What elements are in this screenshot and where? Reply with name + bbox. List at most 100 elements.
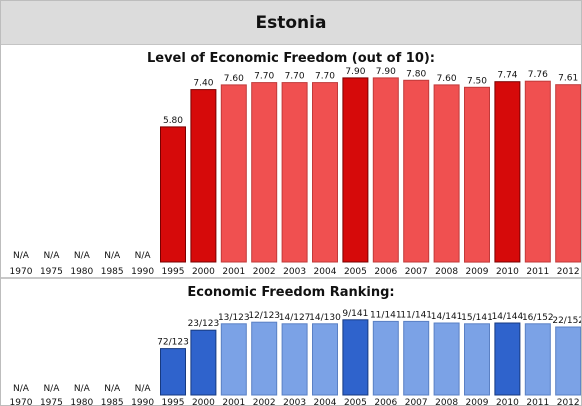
freedom-ranking-tick-label-2006: 2006: [374, 398, 397, 405]
freedom-level-tick-label-1995: 1995: [162, 267, 185, 277]
freedom-level-value-label-2007: 7.80: [406, 69, 426, 79]
freedom-ranking-value-label-1980: N/A: [74, 384, 91, 394]
freedom-level-tick-label-2005: 2005: [344, 267, 367, 277]
freedom-level-bar-2001: [220, 84, 247, 263]
freedom-ranking-tick-label-2009: 2009: [466, 398, 489, 405]
freedom-level-value-label-2011: 7.76: [528, 70, 548, 80]
freedom-ranking-bar-2005: [342, 319, 369, 396]
freedom-level-bar-2003: [281, 82, 308, 263]
freedom-level-value-label-2005: 7.90: [345, 67, 365, 77]
freedom-level-tick-label-1970: 1970: [10, 267, 33, 277]
freedom-ranking-value-label-2000: 23/123: [188, 319, 220, 329]
freedom-level-value-label-2008: 7.60: [437, 74, 457, 84]
freedom-level-value-label-2000: 7.40: [193, 79, 213, 89]
freedom-level-tick-label-1985: 1985: [101, 267, 124, 277]
freedom-level-value-label-2001: 7.60: [224, 74, 244, 84]
freedom-ranking-tick-label-1970: 1970: [10, 398, 33, 405]
freedom-ranking-bar-2001: [220, 323, 247, 396]
freedom-level-tick-label-2006: 2006: [374, 267, 397, 277]
freedom-level-value-label-1990: N/A: [135, 251, 152, 261]
freedom-level-bar-2006: [372, 77, 399, 263]
freedom-level-tick-label-1975: 1975: [40, 267, 63, 277]
freedom-ranking-value-label-1985: N/A: [104, 384, 121, 394]
freedom-level-value-label-1995: 5.80: [163, 116, 183, 126]
freedom-ranking-value-label-2009: 15/141: [461, 313, 493, 323]
freedom-ranking-tick-label-2003: 2003: [283, 398, 306, 405]
freedom-ranking-tick-label-2012: 2012: [557, 398, 580, 405]
country-title: Estonia: [1, 1, 581, 45]
freedom-ranking-bar-2000: [190, 329, 217, 396]
freedom-ranking-value-label-2007: 11/141: [400, 310, 432, 320]
freedom-level-bar-2009: [464, 86, 490, 263]
freedom-ranking-tick-label-1980: 1980: [70, 398, 93, 405]
freedom-ranking-bar-2003: [281, 323, 308, 396]
freedom-ranking-tick-label-1995: 1995: [162, 398, 185, 405]
freedom-ranking-tick-label-2011: 2011: [526, 398, 549, 405]
freedom-ranking-tick-label-2004: 2004: [314, 398, 337, 405]
freedom-ranking-value-label-1995: 72/123: [157, 338, 189, 348]
freedom-level-bar-2008: [433, 84, 460, 263]
freedom-level-value-label-1980: N/A: [74, 251, 91, 261]
freedom-ranking-bar-2010: [494, 322, 521, 396]
freedom-ranking-value-label-2003: 14/127: [279, 313, 311, 323]
freedom-ranking-tick-label-1990: 1990: [131, 398, 154, 405]
freedom-level-bar-2005: [342, 77, 369, 263]
freedom-ranking-tick-label-2008: 2008: [435, 398, 458, 405]
freedom-ranking-value-label-2011: 16/152: [522, 313, 554, 323]
freedom-level-value-label-1975: N/A: [43, 251, 60, 261]
freedom-ranking-tick-label-2005: 2005: [344, 398, 367, 405]
freedom-ranking-value-label-1970: N/A: [13, 384, 30, 394]
freedom-ranking-bar-2006: [372, 320, 399, 396]
freedom-ranking-bar-2002: [251, 321, 278, 396]
freedom-level-tick-label-2003: 2003: [283, 267, 306, 277]
freedom-level-tick-label-2001: 2001: [222, 267, 245, 277]
freedom-level-tick-label-2007: 2007: [405, 267, 428, 277]
freedom-ranking-value-label-2006: 11/141: [370, 310, 402, 320]
freedom-ranking-tick-label-2001: 2001: [222, 398, 245, 405]
freedom-ranking-tick-label-2007: 2007: [405, 398, 428, 405]
freedom-level-bar-2002: [251, 82, 278, 263]
freedom-level-value-label-2004: 7.70: [315, 72, 335, 82]
freedom-ranking-bar-2008: [433, 322, 460, 396]
freedom-ranking-tick-label-1975: 1975: [40, 398, 63, 405]
freedom-ranking-bar-1995: [160, 348, 186, 396]
freedom-level-value-label-2003: 7.70: [285, 72, 305, 82]
freedom-level-value-label-1970: N/A: [13, 251, 30, 261]
freedom-level-bar-2010: [494, 81, 521, 263]
freedom-level-value-label-1985: N/A: [104, 251, 121, 261]
freedom-ranking-value-label-2002: 12/123: [248, 311, 280, 321]
freedom-level-tick-label-2004: 2004: [314, 267, 337, 277]
freedom-level-value-label-2006: 7.90: [376, 67, 396, 77]
freedom-ranking-bar-2007: [403, 320, 430, 396]
freedom-ranking-tick-label-2002: 2002: [253, 398, 276, 405]
freedom-level-tick-label-2012: 2012: [557, 267, 580, 277]
freedom-ranking-value-label-2005: 9/141: [342, 309, 368, 319]
freedom-level-tick-label-1990: 1990: [131, 267, 154, 277]
freedom-ranking-value-label-1975: N/A: [43, 384, 60, 394]
freedom-ranking-value-label-2012: 22/152: [552, 316, 581, 326]
freedom-level-bar-2004: [312, 82, 338, 263]
freedom-level-bar-2012: [555, 84, 581, 263]
freedom-ranking-tick-label-2010: 2010: [496, 398, 519, 405]
freedom-level-tick-label-1980: 1980: [70, 267, 93, 277]
freedom-level-bar-1995: [160, 126, 186, 263]
freedom-ranking-value-label-2004: 14/130: [309, 313, 341, 323]
freedom-level-tick-label-2010: 2010: [496, 267, 519, 277]
freedom-level-value-label-2010: 7.74: [497, 71, 517, 81]
chart-divider: [1, 277, 581, 279]
freedom-level-title: Level of Economic Freedom (out of 10):: [146, 51, 436, 66]
freedom-ranking-tick-label-2000: 2000: [192, 398, 215, 405]
freedom-level-tick-label-2009: 2009: [466, 267, 489, 277]
freedom-level-bar-2000: [190, 89, 217, 263]
freedom-level-tick-label-2000: 2000: [192, 267, 215, 277]
freedom-ranking-bar-2011: [524, 323, 551, 396]
freedom-level-value-label-2012: 7.61: [558, 74, 578, 84]
freedom-ranking-value-label-2010: 14/144: [492, 312, 524, 322]
freedom-level-value-label-2002: 7.70: [254, 72, 274, 82]
freedom-ranking-bar-2004: [312, 323, 338, 396]
freedom-ranking-value-label-2001: 13/123: [218, 313, 250, 323]
freedom-ranking-bar-2009: [464, 323, 490, 396]
freedom-ranking-bar-2012: [555, 326, 581, 396]
